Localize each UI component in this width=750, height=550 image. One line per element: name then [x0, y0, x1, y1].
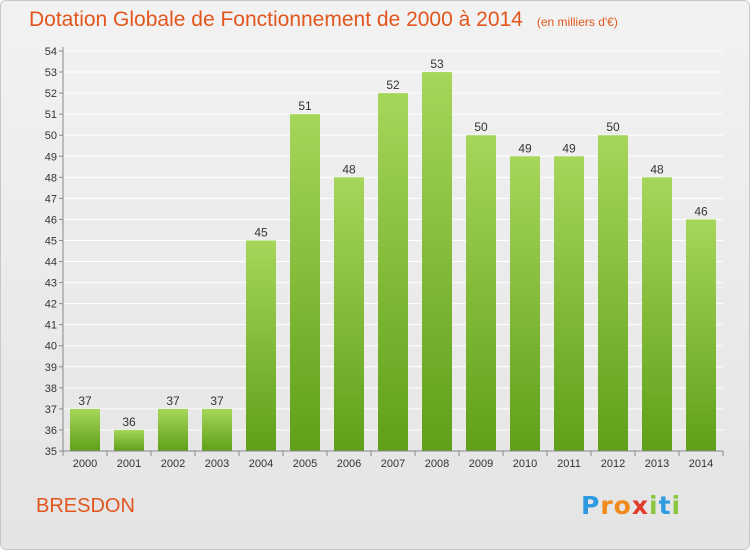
logo-letter: i	[671, 491, 682, 520]
y-tick-label: 49	[45, 151, 57, 163]
title-text: Dotation Globale de Fonctionnement de 20…	[29, 8, 523, 31]
town-name: BRESDON	[36, 495, 135, 517]
y-tick-label: 53	[45, 67, 57, 79]
y-tick-label: 44	[45, 257, 57, 269]
y-tick-label: 52	[45, 88, 57, 100]
x-tick-label: 2004	[249, 458, 273, 470]
data-label: 49	[562, 141, 576, 155]
y-tick-label: 40	[45, 341, 57, 353]
data-label: 46	[694, 204, 708, 218]
data-label: 48	[650, 162, 664, 176]
x-tick-label: 2002	[161, 458, 185, 470]
data-label: 36	[122, 415, 136, 429]
x-tick-label: 2013	[645, 458, 669, 470]
data-label: 49	[518, 141, 532, 155]
logo-letter: r	[600, 491, 614, 520]
bar-2004	[246, 240, 276, 451]
logo-letter: o	[613, 491, 632, 520]
data-label: 45	[254, 225, 268, 239]
x-tick-label: 2014	[689, 458, 713, 470]
x-tick-label: 2001	[117, 458, 141, 470]
bar-2010	[510, 156, 540, 451]
y-tick-label: 54	[45, 46, 57, 58]
bar-2006	[334, 177, 364, 451]
bar-2000	[70, 408, 100, 451]
x-tick-label: 2006	[337, 458, 361, 470]
bar-2003	[202, 408, 232, 451]
logo-letter: P	[581, 491, 601, 520]
x-tick-label: 2009	[469, 458, 493, 470]
proxiti-logo: Proxiti	[581, 491, 681, 520]
y-tick-label: 42	[45, 299, 57, 311]
data-label: 53	[430, 57, 444, 71]
x-tick-label: 2010	[513, 458, 537, 470]
bar-2007	[378, 93, 408, 452]
x-tick-label: 2007	[381, 458, 405, 470]
x-axis: 2000 2001 2002 2003 2004 2005 2006 2007 2008 2009…	[62, 451, 724, 470]
logo-letter: t	[658, 491, 672, 520]
y-tick-label: 46	[45, 214, 57, 226]
bar-2011	[554, 156, 584, 451]
bar-2013	[642, 177, 672, 451]
y-tick-label: 48	[45, 172, 57, 184]
bar-2012	[598, 135, 628, 452]
bar-2005	[290, 114, 320, 451]
x-tick-label: 2000	[73, 458, 97, 470]
data-label: 50	[474, 120, 488, 134]
unit-note: (en milliers d'€)	[536, 15, 618, 29]
logo-letter: x	[631, 491, 649, 520]
x-tick-label: 2011	[557, 458, 581, 470]
x-tick-label: 2012	[601, 458, 625, 470]
y-tick-label: 41	[45, 320, 57, 332]
y-tick-label: 43	[45, 278, 57, 290]
x-tick-label: 2005	[293, 458, 317, 470]
data-label: 50	[606, 120, 620, 134]
data-label: 37	[166, 394, 180, 408]
bar-2014	[686, 219, 716, 451]
data-labels: 37 36 37 37 45 51 48 52 53 50 49 49 50 48 46	[78, 57, 708, 429]
bar-2009	[466, 135, 496, 452]
y-tick-label: 37	[45, 404, 57, 416]
y-tick-label: 39	[45, 362, 57, 374]
data-label: 37	[78, 394, 92, 408]
data-label: 48	[342, 162, 356, 176]
x-tick-label: 2008	[425, 458, 449, 470]
x-tick-label: 2003	[205, 458, 229, 470]
chart-title: Dotation Globale de Fonctionnement de 20…	[29, 8, 618, 32]
data-label: 52	[386, 78, 400, 92]
bar-2008	[422, 72, 452, 451]
y-tick-label: 45	[45, 235, 57, 247]
y-axis: 35 36 37 38 39 40 41 42 43 44 45 46 47 48 49 50 51 52 53 54	[45, 46, 723, 458]
y-tick-label: 47	[45, 193, 57, 205]
y-tick-label: 36	[45, 425, 57, 437]
logo-letter: i	[649, 491, 659, 520]
bars	[70, 72, 716, 452]
y-tick-label: 51	[45, 109, 57, 121]
y-tick-label: 38	[45, 383, 57, 395]
data-label: 37	[210, 394, 224, 408]
data-label: 51	[298, 99, 312, 113]
y-tick-label: 50	[45, 130, 57, 142]
bar-2001	[114, 429, 144, 451]
bar-2002	[158, 408, 188, 451]
y-tick-label: 35	[45, 446, 57, 458]
